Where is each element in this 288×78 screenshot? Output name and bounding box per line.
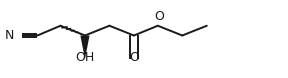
Text: O: O bbox=[154, 10, 164, 23]
Polygon shape bbox=[80, 35, 90, 59]
Text: O: O bbox=[129, 51, 139, 64]
Text: OH: OH bbox=[75, 51, 94, 64]
Text: N: N bbox=[5, 29, 14, 42]
